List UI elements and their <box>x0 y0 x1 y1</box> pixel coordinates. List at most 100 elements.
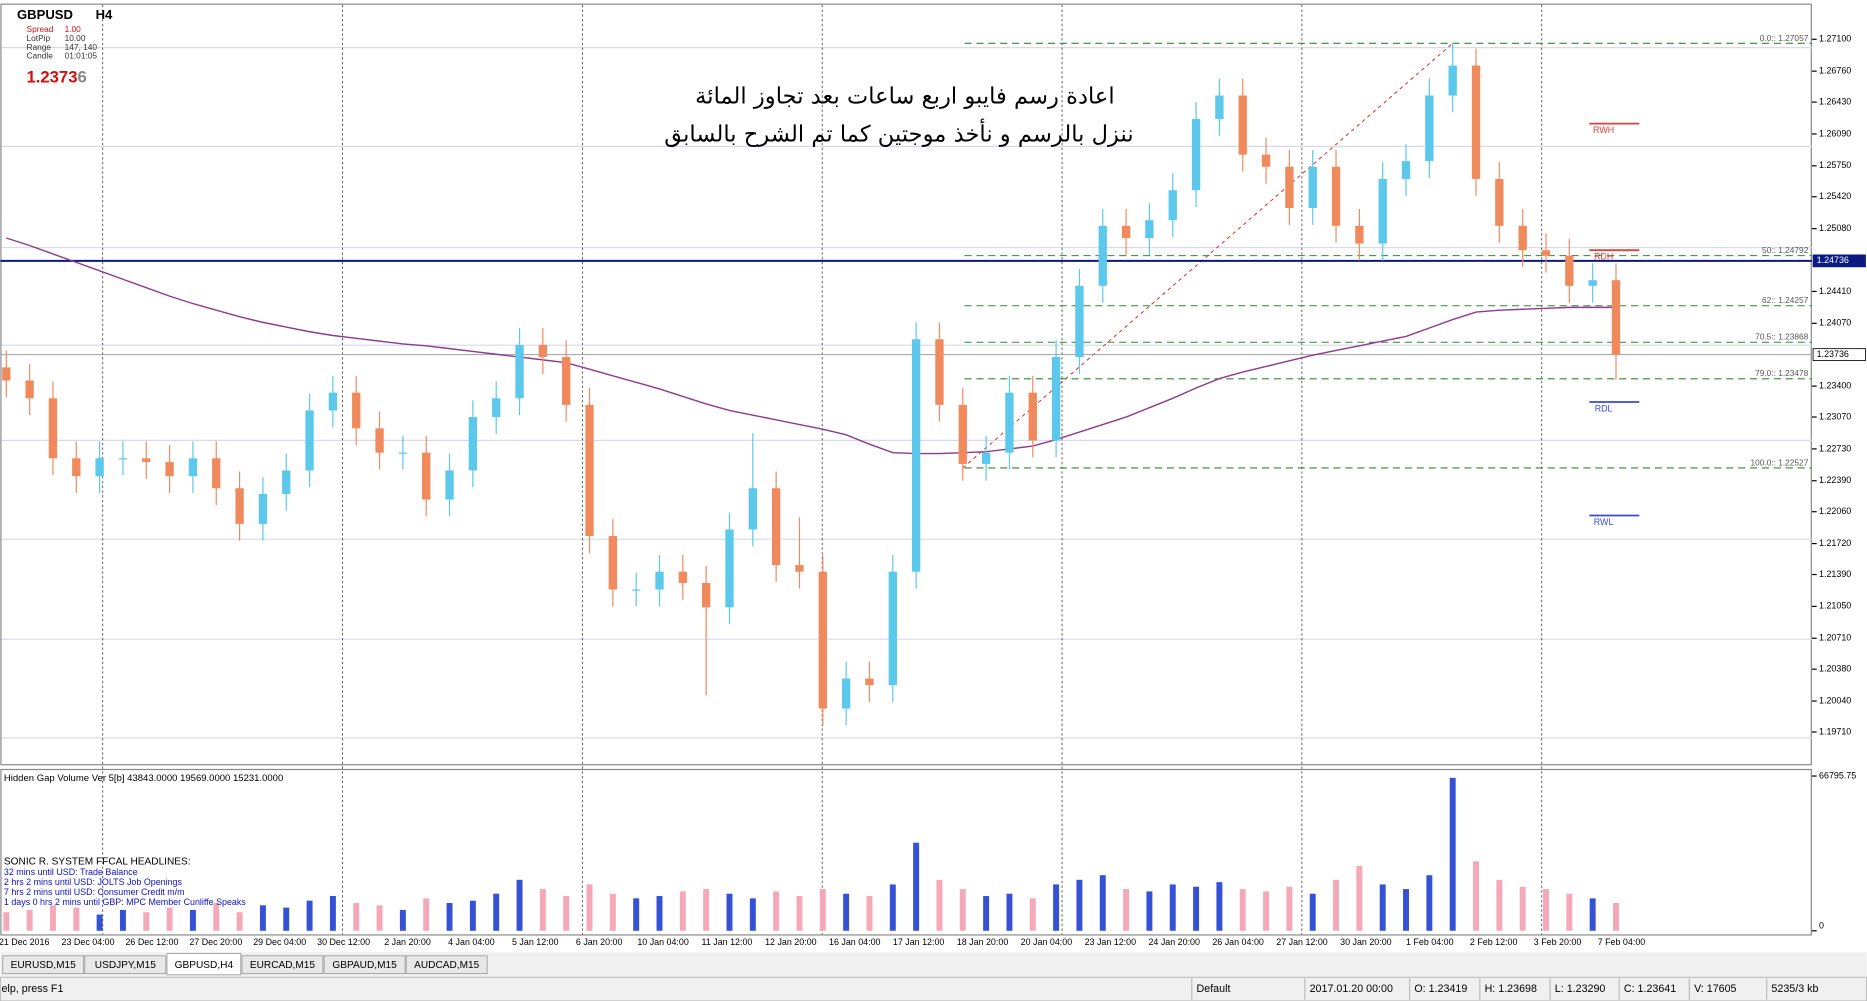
info-value: 1.00 <box>65 24 82 34</box>
volume-bar <box>399 909 406 931</box>
x-tick-label: 5 Jan 12:00 <box>512 937 559 947</box>
candle-body <box>48 398 58 459</box>
tab[interactable] <box>323 955 406 975</box>
volume-bar <box>796 896 803 931</box>
volume-bar <box>1146 891 1153 931</box>
candle-body <box>538 344 548 358</box>
headlines-title: SONIC R. SYSTEM FFCAL HEADLINES: <box>4 856 191 867</box>
volume-bar <box>1379 884 1386 931</box>
candle-body <box>1611 280 1621 355</box>
volume-bar <box>1356 865 1363 931</box>
candle-body <box>1075 285 1084 358</box>
status-field: L: 1.23290 <box>1555 983 1606 995</box>
y-tick-label: 1.26430 <box>1819 96 1851 106</box>
tab-label: GBPAUD,M15 <box>332 960 397 971</box>
candle-body <box>282 470 291 494</box>
y-tick-label: 1.20380 <box>1819 664 1851 674</box>
volume-bar <box>119 909 126 931</box>
tab[interactable] <box>84 955 167 975</box>
volume-bar <box>1053 884 1060 931</box>
candle-body <box>515 344 524 399</box>
tab[interactable] <box>241 955 324 975</box>
candle-body <box>865 678 874 686</box>
volume-bar <box>469 900 476 931</box>
candle-body <box>1028 392 1037 441</box>
x-tick-label: 11 Jan 12:00 <box>702 937 753 947</box>
candle-body <box>258 493 268 524</box>
info-key: LotPip <box>27 33 51 43</box>
volume-bar <box>749 898 756 931</box>
x-tick-label: 18 Jan 20:00 <box>957 937 1009 947</box>
status-field: elp, press F1 <box>2 983 64 995</box>
info-value: 10.00 <box>65 33 86 43</box>
candle-body <box>748 488 757 530</box>
volume-bar <box>353 902 360 931</box>
candle-body <box>725 529 734 608</box>
volume-bar <box>423 898 430 931</box>
candle-body <box>1331 166 1341 226</box>
x-tick-label: 21 Dec 2016 <box>0 937 49 947</box>
pivot-label: RDH <box>1594 252 1613 262</box>
candle-body <box>888 571 897 686</box>
y-tick-label: 1.25080 <box>1819 223 1851 233</box>
x-tick-label: 24 Jan 20:00 <box>1148 937 1200 947</box>
candle-body <box>701 582 711 608</box>
candle-body <box>72 458 81 477</box>
symbol: GBPUSD <box>17 7 73 22</box>
candle-body <box>1261 154 1271 167</box>
status-field: O: 1.23419 <box>1414 983 1467 995</box>
volume-bar <box>376 905 383 931</box>
price-main: 1.2373 <box>27 68 78 87</box>
volume-bar <box>73 907 80 931</box>
y-tick-label: 1.26760 <box>1819 66 1851 76</box>
volume-bar <box>96 914 103 931</box>
tab[interactable] <box>2 955 85 975</box>
y-tick-label: 1.22060 <box>1819 506 1851 516</box>
status-field: 5235/3 kb <box>1771 983 1818 995</box>
volume-bar <box>539 889 546 931</box>
volume-bar <box>983 896 990 931</box>
fib-label: 0.0:: 1.27057 <box>1760 33 1809 43</box>
tab[interactable] <box>166 952 242 976</box>
price-box-label: 1.24736 <box>1817 255 1849 265</box>
candle-body <box>398 452 408 454</box>
x-tick-label: 16 Jan 04:00 <box>829 937 881 947</box>
x-tick-label: 1 Feb 04:00 <box>1406 937 1454 947</box>
candle-body <box>1565 255 1574 286</box>
volume-bar <box>306 900 313 931</box>
x-tick-label: 10 Jan 04:00 <box>637 937 689 947</box>
price-box <box>1812 254 1866 268</box>
headline: 1 days 0 hrs 2 mins until GBP: MPC Membe… <box>4 897 246 907</box>
candle-body <box>935 339 944 405</box>
y-tick-label: 1.25420 <box>1819 191 1851 201</box>
candle-body <box>1541 250 1551 256</box>
y-tick-label: 1.23070 <box>1819 411 1851 421</box>
candle-body <box>328 392 338 411</box>
volume-bar <box>656 896 663 931</box>
volume-bar <box>1029 898 1036 931</box>
y-tick-label: 1.22390 <box>1819 475 1851 485</box>
y-tick-label: 1.21390 <box>1819 569 1851 579</box>
price-last: 6 <box>77 68 86 87</box>
volume-bar <box>1589 898 1596 931</box>
y-tick-label: 1.19710 <box>1819 726 1851 736</box>
volume-bar <box>1613 902 1619 931</box>
candle-body <box>25 380 34 399</box>
fib-label: 79.0:: 1.23478 <box>1755 368 1809 378</box>
volume-bar <box>1566 893 1573 931</box>
status-field: H: 1.23698 <box>1485 983 1537 995</box>
candle-body <box>771 488 781 566</box>
timeframe: H4 <box>96 7 113 22</box>
volume-bar <box>819 889 826 931</box>
y-tick-label: 1.20040 <box>1819 695 1851 705</box>
candle-body <box>375 428 384 453</box>
tab[interactable] <box>405 955 488 975</box>
volume-bar <box>1519 886 1526 931</box>
volume-bar <box>1543 889 1549 931</box>
status-field: V: 17605 <box>1694 983 1736 995</box>
x-tick-label: 4 Jan 04:00 <box>448 937 495 947</box>
x-tick-label: 30 Jan 20:00 <box>1340 937 1392 947</box>
volume-bar <box>679 891 686 931</box>
candle-body <box>1285 166 1294 209</box>
